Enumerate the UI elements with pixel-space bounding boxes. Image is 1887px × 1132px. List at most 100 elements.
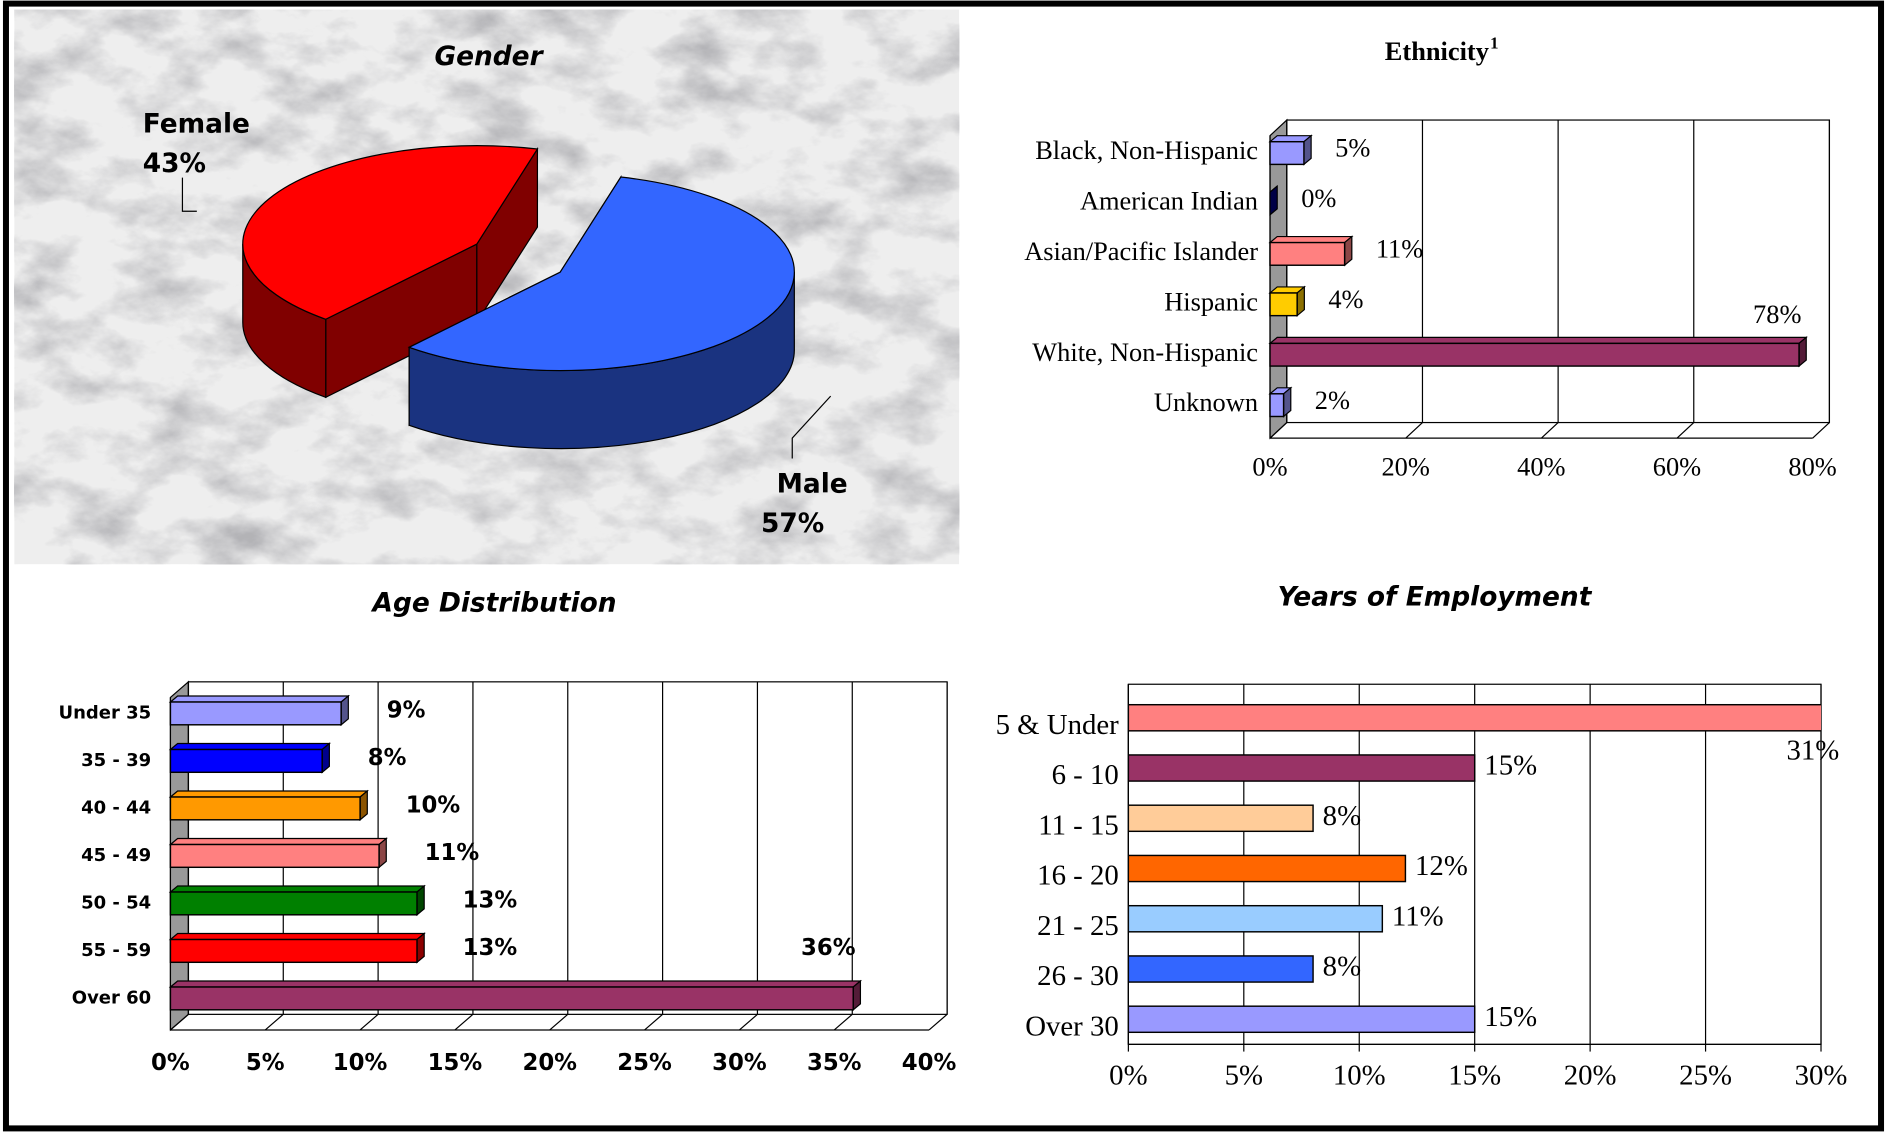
- x-tick-label: 40%: [1517, 451, 1565, 481]
- y-tick-label: Hispanic: [1164, 286, 1258, 316]
- x-tick-label: 15%: [1448, 1060, 1501, 1092]
- value-label: 36%: [801, 935, 856, 961]
- bar-top: [168, 695, 350, 703]
- tick-mark: [170, 1013, 189, 1031]
- pie-slice: [407, 176, 795, 372]
- y-tick-label: 6 - 10: [1052, 759, 1119, 791]
- bar-top: [168, 790, 369, 798]
- value-label: 11%: [1376, 234, 1423, 264]
- x-tick-label: 30%: [1795, 1060, 1848, 1092]
- pie-label: Female: [143, 108, 250, 139]
- bar: [1269, 241, 1346, 266]
- bar: [1128, 955, 1314, 983]
- tick-mark: [739, 1013, 758, 1031]
- value-label: 15%: [1484, 1001, 1537, 1033]
- value-label: 78%: [1753, 299, 1801, 329]
- value-label: 2%: [1315, 385, 1350, 415]
- bar: [1128, 754, 1476, 782]
- pie-value-label: 43%: [143, 148, 206, 179]
- bar: [1128, 854, 1407, 883]
- y-tick-label: Over 60: [72, 987, 151, 1008]
- y-tick-label: 26 - 30: [1037, 960, 1119, 992]
- y-tick-label: Over 30: [1025, 1010, 1119, 1042]
- value-label: 13%: [463, 888, 518, 914]
- tick-mark: [928, 1013, 948, 1031]
- pie-label: Male: [777, 468, 848, 499]
- x-tick-label: 15%: [428, 1050, 483, 1076]
- leader-line: [181, 177, 197, 212]
- value-label: 11%: [425, 840, 480, 866]
- bar: [1269, 342, 1800, 367]
- x-tick-label: 0%: [1252, 451, 1287, 481]
- bar: [1128, 703, 1822, 732]
- tick-mark: [454, 1013, 474, 1031]
- x-tick-label: 20%: [1564, 1060, 1617, 1092]
- value-label: 13%: [463, 935, 518, 961]
- value-label: 9%: [387, 697, 426, 723]
- bar: [1269, 393, 1285, 418]
- value-label: 11%: [1392, 900, 1444, 932]
- chart-title: Years of Employment: [1278, 581, 1593, 612]
- y-tick-label: 16 - 20: [1037, 860, 1119, 892]
- y-tick-label: 40 - 44: [81, 797, 151, 818]
- y-tick-label: 5 & Under: [996, 709, 1120, 741]
- x-tick-label: 20%: [522, 1050, 577, 1076]
- x-tick-label: 40%: [902, 1050, 957, 1076]
- bars: [168, 694, 863, 1012]
- value-label: 31%: [1786, 735, 1839, 767]
- bar-top: [1268, 235, 1354, 244]
- bar: [169, 748, 323, 774]
- tick-mark: [359, 1013, 379, 1031]
- chart-title: Age Distribution: [371, 587, 617, 618]
- pie-value-label: 57%: [761, 508, 824, 539]
- x-tick-label: 80%: [1788, 451, 1836, 481]
- tick-mark: [1812, 422, 1830, 439]
- bar: [1128, 804, 1314, 833]
- value-label: 8%: [368, 745, 407, 771]
- x-tick-label: 5%: [246, 1050, 285, 1076]
- y-tick-label: Black, Non-Hispanic: [1035, 135, 1258, 165]
- value-label: 8%: [1323, 800, 1361, 832]
- y-tick-label: 35 - 39: [81, 750, 151, 771]
- bar: [169, 891, 418, 916]
- leader-line: [791, 395, 832, 459]
- value-label: 0%: [1301, 183, 1336, 213]
- value-label: 15%: [1484, 750, 1537, 782]
- bar: [169, 986, 854, 1011]
- bar-end: [1269, 184, 1278, 217]
- bars: [1268, 134, 1808, 418]
- y-tick-label: 21 - 25: [1037, 910, 1119, 942]
- bar: [1269, 292, 1298, 317]
- bar: [1269, 140, 1305, 166]
- chart-title: Ethnicity: [1385, 36, 1489, 66]
- x-tick-label: 0%: [151, 1050, 190, 1076]
- x-tick-label: 60%: [1653, 451, 1701, 481]
- value-label: 10%: [406, 792, 461, 818]
- x-tick-label: 5%: [1225, 1060, 1263, 1092]
- tick-mark: [549, 1013, 569, 1031]
- title-superscript: 1: [1490, 33, 1498, 52]
- x-tick-label: 35%: [807, 1050, 862, 1076]
- bar: [169, 843, 380, 869]
- tick-mark: [833, 1013, 853, 1031]
- bar-top: [168, 932, 426, 941]
- bar: [1128, 904, 1384, 933]
- y-tick-label: 11 - 15: [1038, 809, 1119, 841]
- pie-slice: [242, 145, 539, 320]
- x-tick-label: 10%: [1333, 1060, 1386, 1092]
- bar: [169, 796, 361, 821]
- y-tick-label: Unknown: [1154, 387, 1258, 417]
- y-tick-label: White, Non-Hispanic: [1032, 337, 1258, 367]
- value-label: 4%: [1328, 284, 1363, 314]
- tick-mark: [264, 1013, 284, 1031]
- x-tick-label: 0%: [1109, 1060, 1147, 1092]
- bar: [169, 938, 418, 964]
- chart-title: Gender: [434, 41, 544, 72]
- bar-top: [168, 837, 388, 846]
- y-tick-label: 55 - 59: [81, 940, 151, 961]
- x-tick-label: 10%: [333, 1050, 388, 1076]
- tick-mark: [1405, 422, 1423, 439]
- y-tick-label: Asian/Pacific Islander: [1024, 236, 1258, 266]
- x-tick-label: 30%: [712, 1050, 767, 1076]
